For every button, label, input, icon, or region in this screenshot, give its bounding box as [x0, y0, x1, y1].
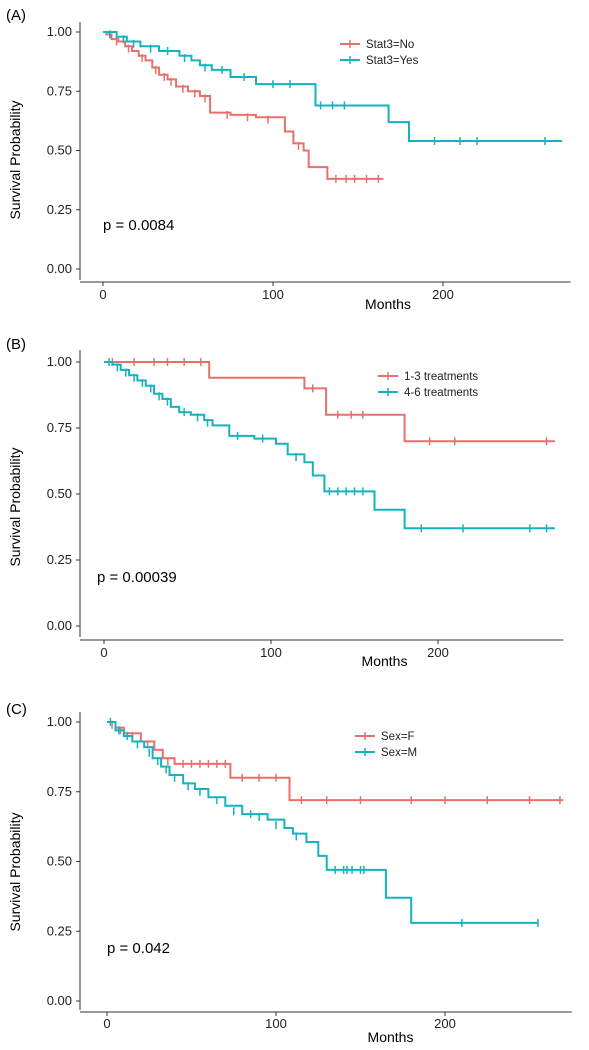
- panel-0: (A) 0.00 0.25 0.50 0.75 1.00 0 100 200 Months Surv…: [6, 7, 571, 312]
- x-tick-label: 100: [262, 287, 284, 302]
- y-tick-label: 1.00: [47, 24, 72, 39]
- x-tick-label: 100: [265, 1016, 287, 1031]
- p-value-annotation: p = 0.042: [107, 940, 170, 957]
- x-axis-title: Months: [365, 296, 411, 312]
- panel-label: (C): [6, 701, 27, 718]
- series-line-1: [107, 721, 538, 924]
- x-tick-label: 0: [100, 645, 107, 660]
- y-tick-label: 1.00: [47, 714, 72, 729]
- legend-label: Sex=F: [381, 731, 415, 743]
- y-tick-label: 0.50: [47, 486, 72, 501]
- legend-label: Stat3=Yes: [366, 55, 419, 67]
- legend-label: Stat3=No: [366, 39, 414, 51]
- y-axis-title: Survival Probability: [7, 812, 23, 931]
- x-axis-title: Months: [368, 1029, 414, 1045]
- x-tick-label: 100: [260, 645, 282, 660]
- panel-1: (B) 0.00 0.25 0.50 0.75 1.00 0 100 200 Months Surv…: [6, 336, 564, 669]
- legend-label: 4-6 treatments: [404, 387, 478, 399]
- p-value-annotation: p = 0.00039: [97, 569, 177, 586]
- y-tick-label: 0.25: [47, 552, 72, 567]
- series-line-1: [103, 31, 562, 142]
- y-tick-label: 0.00: [47, 261, 72, 276]
- y-tick-label: 0.25: [47, 923, 72, 938]
- y-tick-label: 0.50: [47, 854, 72, 869]
- y-tick-label: 0.00: [47, 618, 72, 633]
- y-axis-title: Survival Probability: [7, 100, 23, 219]
- legend-label: 1-3 treatments: [404, 371, 478, 383]
- x-tick-label: 200: [427, 645, 449, 660]
- y-tick-label: 0.75: [47, 420, 72, 435]
- y-tick-label: 1.00: [47, 354, 72, 369]
- series-line-1: [104, 361, 555, 530]
- x-tick-label: 200: [434, 1016, 456, 1031]
- series-line-0: [104, 361, 555, 443]
- y-tick-label: 0.25: [47, 202, 72, 217]
- x-tick-label: 200: [432, 287, 454, 302]
- panel-label: (A): [6, 7, 26, 24]
- y-axis-title: Survival Probability: [7, 447, 23, 566]
- panel-2: (C) 0.00 0.25 0.50 0.75 1.00 0 100 200 Months Surv…: [6, 701, 572, 1045]
- series-line-0: [107, 721, 564, 802]
- y-tick-label: 0.50: [47, 143, 72, 158]
- legend-label: Sex=M: [381, 747, 417, 759]
- series-line-0: [103, 31, 384, 180]
- x-tick-label: 0: [103, 1016, 110, 1031]
- y-tick-label: 0.75: [47, 784, 72, 799]
- panel-label: (B): [6, 336, 26, 353]
- p-value-annotation: p = 0.0084: [103, 217, 174, 234]
- y-tick-label: 0.75: [47, 83, 72, 98]
- x-axis-title: Months: [362, 653, 408, 669]
- x-tick-label: 0: [99, 287, 106, 302]
- y-tick-label: 0.00: [47, 993, 72, 1008]
